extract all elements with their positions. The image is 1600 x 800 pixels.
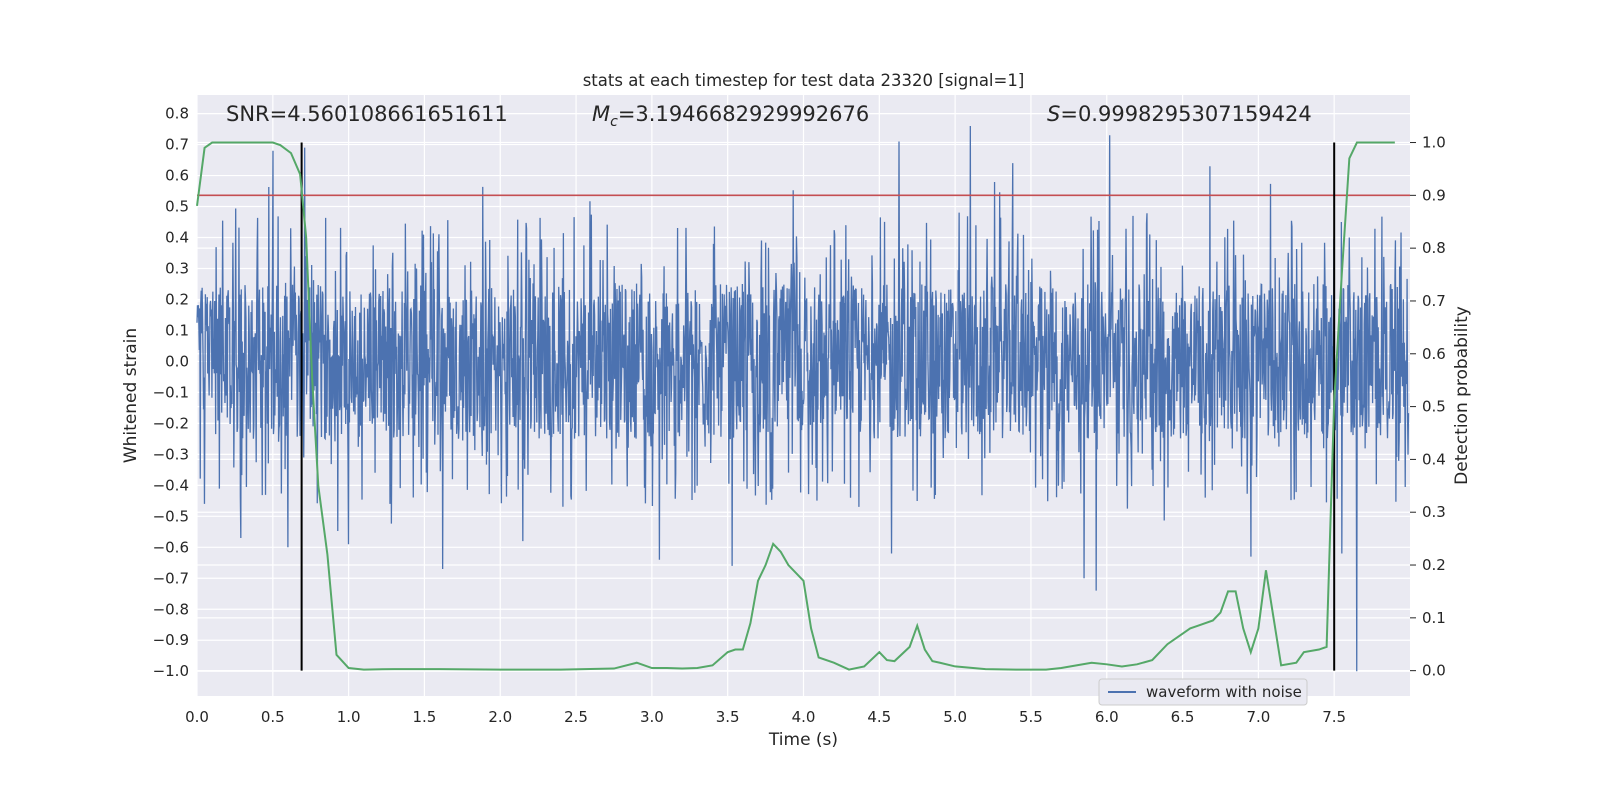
y2-tick-label: 0.5 [1422, 398, 1446, 416]
y2-tick-label: 0.6 [1422, 345, 1446, 363]
legend-label: waveform with noise [1146, 683, 1302, 701]
y2-tick-label: 1.0 [1422, 134, 1446, 152]
series-waveform-with-noise [196, 125, 1410, 672]
x-tick-label: 4.0 [792, 708, 816, 726]
y-tick-label: −0.4 [153, 476, 189, 494]
x-tick-label: 0.0 [185, 708, 209, 726]
y2-tick-label: 0.8 [1422, 239, 1446, 257]
y-tick-label: 0.3 [165, 259, 189, 277]
annotation-chirp-mass-symbol: M [592, 102, 610, 126]
x-tick-label: 6.5 [1171, 708, 1195, 726]
x-tick-label: 4.5 [867, 708, 891, 726]
x-tick-label: 7.0 [1246, 708, 1270, 726]
y-tick-label: 0.1 [165, 321, 189, 339]
x-tick-label: 6.0 [1095, 708, 1119, 726]
x-axis-ticks: 0.0 0.5 1.0 1.5 2.0 2.5 3.0 3.5 4.0 4.5 5.0 5.5 6.0 6… [185, 708, 1346, 726]
y-tick-label: −0.2 [153, 414, 189, 432]
y-tick-label: −0.3 [153, 445, 189, 463]
y2-tick-label: 0.7 [1422, 292, 1446, 310]
annotation-snr: SNR=4.560108661651611 [226, 102, 508, 126]
y2-axis-label: Detection probability [1452, 306, 1472, 485]
y2-tick-label: 0.4 [1422, 450, 1446, 468]
y-tick-label: −0.5 [153, 507, 189, 525]
annotation-chirp-mass-value: =3.1946682929992676 [618, 102, 869, 126]
y-tick-label: −0.6 [153, 538, 189, 556]
chart-title: stats at each timestep for test data 233… [583, 71, 1025, 90]
annotation-score-value: =0.9998295307159424 [1060, 102, 1311, 126]
annotation-score-symbol: S [1047, 102, 1060, 126]
y2-tick-label: 0.1 [1422, 609, 1446, 627]
y2-tick-label: 0.9 [1422, 186, 1446, 204]
waveform-series [196, 125, 1410, 672]
x-axis-label: Time (s) [768, 730, 838, 750]
x-tick-label: 2.0 [488, 708, 512, 726]
y-tick-label: −1.0 [153, 662, 189, 680]
y-tick-label: 0.7 [165, 136, 189, 154]
y-tick-label: 0.6 [165, 167, 189, 185]
y-tick-label: 0.2 [165, 290, 189, 308]
x-tick-label: 1.0 [337, 708, 361, 726]
annotation-chirp-mass-subscript: c [610, 114, 618, 130]
annotation-chirp-mass: Mc=3.1946682929992676 [592, 102, 869, 130]
x-tick-label: 3.0 [640, 708, 664, 726]
y2-tick-label: 0.0 [1422, 662, 1446, 680]
x-tick-label: 0.5 [261, 708, 285, 726]
legend-box [1098, 678, 1308, 706]
series-detection-probability [196, 141, 1395, 671]
x-tick-label: 5.5 [1019, 708, 1043, 726]
y-tick-label: 0.0 [165, 352, 189, 370]
y-tick-label: −0.8 [153, 600, 189, 618]
y-axis-ticks: 0.8 0.7 0.6 0.5 0.4 0.3 0.2 0.1 0.0 −0.1 −0.2 −0.3 −… [153, 105, 189, 681]
x-tick-label: 3.5 [716, 708, 740, 726]
x-tick-label: 7.5 [1322, 708, 1346, 726]
x-tick-label: 5.0 [943, 708, 967, 726]
y2-tick-label: 0.2 [1422, 556, 1446, 574]
y2-tick-label: 0.3 [1422, 503, 1446, 521]
x-tick-label: 1.5 [413, 708, 437, 726]
x-tick-label: 2.5 [564, 708, 588, 726]
y-tick-label: 0.4 [165, 229, 189, 247]
y2-axis-ticks: 0.0 0.1 0.2 0.3 0.4 0.5 0.6 0.7 0.8 0.9 1.0 [1410, 134, 1446, 680]
y-tick-label: −0.1 [153, 383, 189, 401]
legend: waveform with noise [1098, 678, 1308, 706]
y-tick-label: −0.7 [153, 569, 189, 587]
annotation-score: S=0.9998295307159424 [1047, 102, 1312, 126]
y-tick-label: −0.9 [153, 631, 189, 649]
y-axis-label: Whitened strain [121, 328, 141, 463]
y-tick-label: 0.8 [165, 105, 189, 123]
y-tick-label: 0.5 [165, 198, 189, 216]
